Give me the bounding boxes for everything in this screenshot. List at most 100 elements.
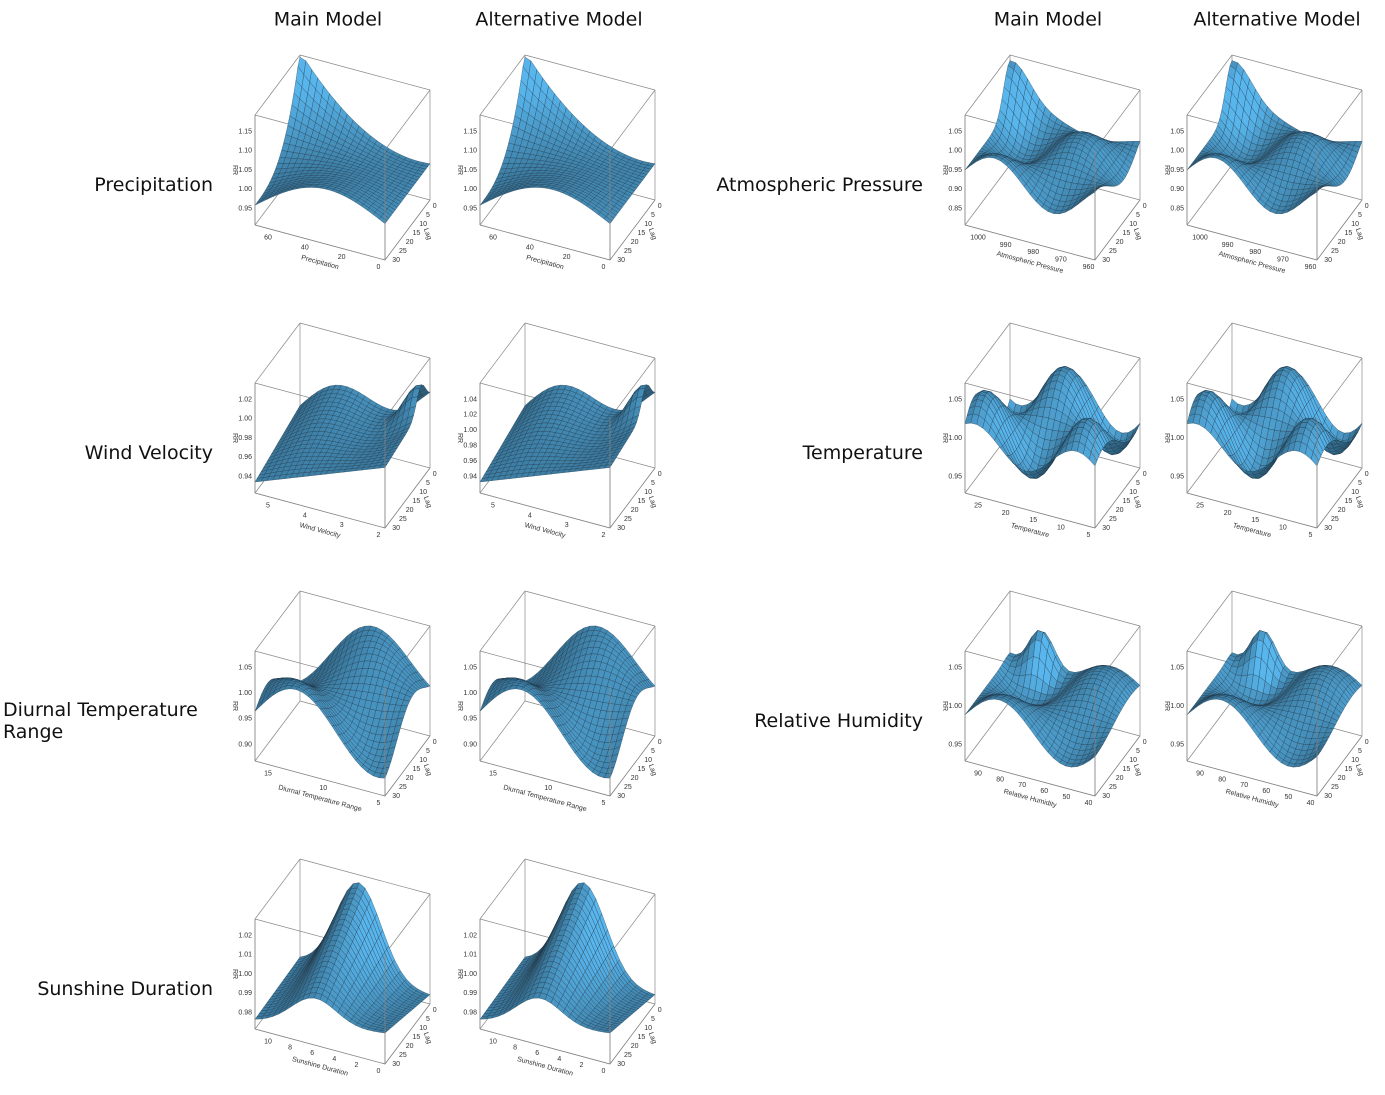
z-tick-label: 1.05 [463, 167, 477, 174]
lag-tick-label: 20 [631, 507, 639, 514]
lag-tick-label: 15 [638, 498, 646, 505]
x-tick-label: 20 [563, 254, 571, 261]
box-edge [299, 322, 431, 359]
x-axis-label: Wind Velocity [524, 522, 567, 540]
x-tick-label: 10 [544, 785, 552, 792]
z-tick-label: 1.05 [238, 664, 252, 671]
lag-tick-label: 10 [644, 221, 652, 228]
z-tick-label: 0.90 [463, 741, 477, 748]
z-axis-label: RR [231, 701, 238, 711]
z-axis-label: RR [456, 165, 463, 175]
lag-tick-label: 20 [406, 775, 414, 782]
lag-tick-label: 0 [658, 203, 662, 210]
z-tick-label: 1.01 [238, 952, 252, 959]
x-tick-label: 4 [303, 512, 307, 519]
lag-tick-label: 10 [644, 489, 652, 496]
box-edge [384, 89, 431, 151]
lag-tick-label: 30 [617, 525, 625, 532]
lag-tick-label: 5 [426, 480, 430, 487]
x-tick-label: 10 [489, 1038, 497, 1045]
lag-tick-label: 20 [406, 1043, 414, 1050]
lag-tick-label: 20 [1116, 239, 1124, 246]
z-axis-label: RR [231, 433, 238, 443]
lag-tick-label: 5 [651, 212, 655, 219]
z-tick-label: 0.98 [238, 1009, 252, 1016]
z-tick-label: 1.02 [463, 932, 477, 939]
lag-tick-label: 0 [1143, 203, 1147, 210]
surface [254, 56, 431, 224]
z-tick-label: 0.96 [238, 454, 252, 461]
column-header: Main Model [994, 9, 1102, 31]
lag-tick-label: 20 [406, 507, 414, 514]
lag-tick-label: 15 [413, 1034, 421, 1041]
z-tick-label: 1.02 [238, 396, 252, 403]
lag-tick-label: 25 [624, 1052, 632, 1059]
x-tick-label: 1000 [970, 234, 986, 241]
lag-axis-label: Lag [1132, 227, 1143, 240]
x-axis-label: Sunshine Duration [291, 1056, 349, 1078]
z-axis-label: RR [231, 969, 238, 979]
box-edge [384, 893, 431, 955]
z-tick-label: 0.98 [238, 435, 252, 442]
surface [254, 882, 431, 1034]
box-edge [479, 700, 526, 762]
lag-tick-label: 5 [426, 212, 430, 219]
z-tick-label: 1.05 [463, 664, 477, 671]
lag-tick-label: 5 [651, 1016, 655, 1023]
z-tick-label: 1.00 [238, 416, 252, 423]
box-edge [479, 590, 526, 652]
z-tick-label: 1.00 [463, 186, 477, 193]
x-tick-label: 8 [288, 1044, 292, 1051]
z-axis-label: RR [456, 701, 463, 711]
lag-tick-label: 0 [433, 1007, 437, 1014]
lag-tick-label: 5 [651, 748, 655, 755]
lag-tick-label: 15 [638, 766, 646, 773]
lag-axis-label: Lag [422, 763, 433, 776]
lag-tick-label: 20 [631, 1043, 639, 1050]
lag-tick-label: 0 [658, 739, 662, 746]
x-axis-label: Precipitation [300, 254, 339, 271]
x-tick-label: 15 [489, 770, 497, 777]
x-tick-label: 60 [264, 234, 272, 241]
lag-tick-label: 30 [617, 1061, 625, 1068]
x-tick-label: 4 [557, 1056, 561, 1063]
lag-tick-label: 25 [399, 248, 407, 255]
z-tick-label: 1.00 [238, 186, 252, 193]
x-tick-label: 970 [1055, 257, 1067, 264]
box-edge [524, 590, 656, 627]
surface-panel: 1.151.101.051.000.95RR6040200Precipitati… [231, 54, 437, 271]
lag-tick-label: 10 [419, 489, 427, 496]
x-tick-label: 0 [377, 1068, 381, 1075]
x-tick-label: 4 [332, 1056, 336, 1063]
box-edge [479, 492, 611, 529]
x-tick-label: 10 [264, 1038, 272, 1045]
x-tick-label: 2 [354, 1062, 358, 1069]
lag-axis-label: Lag [422, 1031, 433, 1044]
lag-tick-label: 5 [1136, 212, 1140, 219]
x-tick-label: 20 [338, 254, 346, 261]
surface [254, 384, 431, 483]
lag-tick-label: 15 [638, 230, 646, 237]
lag-tick-label: 15 [1123, 230, 1131, 237]
lag-tick-label: 25 [624, 516, 632, 523]
lag-axis-label: Lag [647, 763, 658, 776]
box-edge [609, 893, 656, 955]
lag-tick-label: 25 [624, 784, 632, 791]
z-tick-label: 0.95 [948, 167, 962, 174]
lag-tick-label: 20 [406, 239, 414, 246]
surface-panel: 1.051.000.950.900.85RR1000990980970960At… [941, 54, 1147, 275]
box-edge [964, 164, 1011, 226]
z-tick-label: 1.10 [463, 148, 477, 155]
surface [254, 625, 431, 779]
lag-tick-label: 10 [1129, 221, 1137, 228]
z-tick-label: 0.98 [463, 443, 477, 450]
lag-tick-label: 25 [624, 248, 632, 255]
x-tick-label: 2 [602, 532, 606, 539]
x-tick-label: 8 [513, 1044, 517, 1051]
z-tick-label: 1.04 [463, 396, 477, 403]
lag-axis-label: Lag [647, 227, 658, 240]
